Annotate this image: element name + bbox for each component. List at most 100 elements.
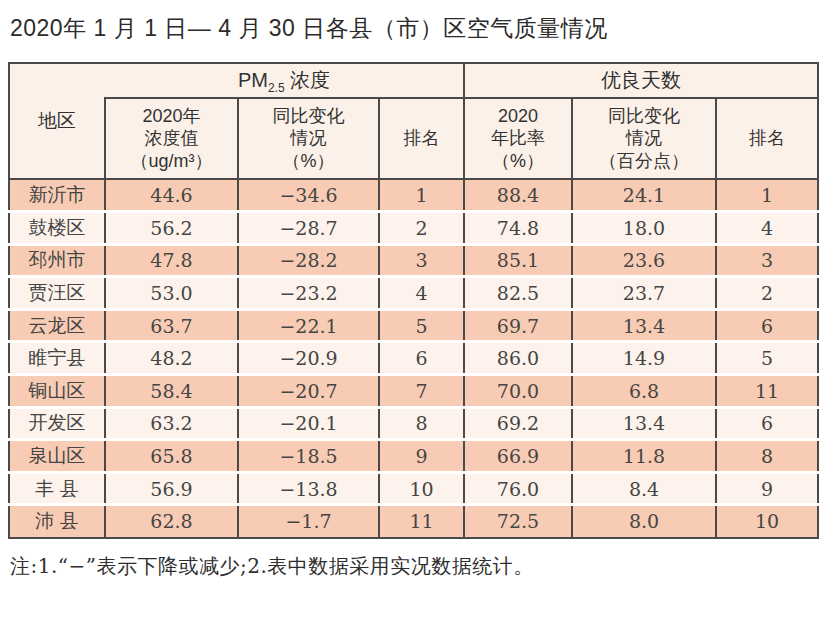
pm25-label-subscript: 2.5: [268, 81, 285, 95]
table-row: 鼓楼区56.2−28.7274.818.04: [9, 212, 818, 245]
region-cell: 铜山区: [9, 375, 105, 408]
footnote: 注:1.“−”表示下降或减少;2.表中数据采用实况数据统计。: [10, 553, 825, 580]
cell-pm-change: −18.5: [238, 440, 379, 473]
cell-days-rank: 5: [716, 342, 818, 375]
header-line: 排名: [717, 127, 817, 150]
page: 2020年 1 月 1 日— 4 月 30 日各县（市）区空气质量情况 地区 P…: [0, 0, 825, 620]
table-row: 邳州市47.8−28.2385.123.63: [9, 244, 818, 277]
header-line: （百分点）: [573, 150, 715, 173]
cell-days-change: 13.4: [572, 407, 716, 440]
cell-pm-rank: 10: [379, 472, 464, 505]
cell-days-rank: 10: [716, 505, 818, 538]
cell-pm-rank: 7: [379, 375, 464, 408]
cell-pm-value: 44.6: [105, 179, 238, 212]
group-header-good-days: 优良天数: [464, 63, 818, 98]
cell-days-rate: 74.8: [464, 212, 572, 245]
cell-pm-change: −13.8: [238, 472, 379, 505]
cell-pm-value: 63.2: [105, 407, 238, 440]
region-cell: 丰 县: [9, 472, 105, 505]
cell-days-change: 13.4: [572, 309, 716, 342]
table-body: 新沂市44.6−34.6188.424.11鼓楼区56.2−28.7274.81…: [9, 179, 818, 538]
table-row: 丰 县56.9−13.81076.08.49: [9, 472, 818, 505]
region-cell: 邳州市: [9, 244, 105, 277]
column-header-pm-value: 2020年 浓度值 （ug/m³）: [105, 98, 238, 179]
cell-pm-value: 56.9: [105, 472, 238, 505]
cell-pm-value: 63.7: [105, 309, 238, 342]
cell-pm-rank: 8: [379, 407, 464, 440]
cell-pm-rank: 9: [379, 440, 464, 473]
cell-days-change: 8.4: [572, 472, 716, 505]
table-row: 铜山区58.4−20.7770.06.811: [9, 375, 818, 408]
cell-pm-value: 48.2: [105, 342, 238, 375]
cell-days-change: 23.6: [572, 244, 716, 277]
cell-days-change: 14.9: [572, 342, 716, 375]
region-cell: 鼓楼区: [9, 212, 105, 245]
cell-days-rank: 8: [716, 440, 818, 473]
cell-pm-change: −20.9: [238, 342, 379, 375]
cell-pm-change: −1.7: [238, 505, 379, 538]
cell-days-change: 18.0: [572, 212, 716, 245]
header-line: 同比变化: [239, 105, 378, 128]
header-line: （%）: [465, 150, 571, 173]
cell-days-rank: 2: [716, 277, 818, 310]
cell-days-rate: 88.4: [464, 179, 572, 212]
cell-pm-change: −20.7: [238, 375, 379, 408]
table-row: 新沂市44.6−34.6188.424.11: [9, 179, 818, 212]
cell-pm-rank: 3: [379, 244, 464, 277]
column-header-pm-change: 同比变化 情况 （%）: [238, 98, 379, 179]
cell-days-rank: 1: [716, 179, 818, 212]
cell-days-change: 24.1: [572, 179, 716, 212]
cell-days-rank: 11: [716, 375, 818, 408]
header-line: 情况: [239, 127, 378, 150]
cell-pm-rank: 4: [379, 277, 464, 310]
header-line: 情况: [573, 127, 715, 150]
cell-pm-value: 58.4: [105, 375, 238, 408]
column-header-days-rank: 排名: [716, 98, 818, 179]
region-cell: 开发区: [9, 407, 105, 440]
column-header-days-change: 同比变化 情况 （百分点）: [572, 98, 716, 179]
header-line: 2020: [465, 105, 571, 128]
cell-days-rate: 76.0: [464, 472, 572, 505]
table-row: 睢宁县48.2−20.9686.014.95: [9, 342, 818, 375]
header-line: （%）: [239, 150, 378, 173]
cell-pm-rank: 11: [379, 505, 464, 538]
group-header-pm25: PM2.5 浓度: [105, 63, 464, 98]
cell-pm-value: 53.0: [105, 277, 238, 310]
cell-days-rank: 9: [716, 472, 818, 505]
cell-days-rank: 3: [716, 244, 818, 277]
cell-pm-change: −23.2: [238, 277, 379, 310]
cell-days-rank: 6: [716, 309, 818, 342]
cell-pm-rank: 5: [379, 309, 464, 342]
cell-pm-change: −28.7: [238, 212, 379, 245]
pm25-label-suffix: 浓度: [285, 69, 331, 91]
column-header-pm-rank: 排名: [379, 98, 464, 179]
cell-days-rate: 82.5: [464, 277, 572, 310]
region-cell: 贾汪区: [9, 277, 105, 310]
cell-days-rate: 69.2: [464, 407, 572, 440]
cell-days-rank: 4: [716, 212, 818, 245]
region-cell: 新沂市: [9, 179, 105, 212]
cell-days-change: 11.8: [572, 440, 716, 473]
cell-pm-rank: 1: [379, 179, 464, 212]
cell-days-rate: 66.9: [464, 440, 572, 473]
cell-pm-value: 62.8: [105, 505, 238, 538]
header-line: 排名: [380, 127, 463, 150]
cell-days-rate: 86.0: [464, 342, 572, 375]
header-line: （ug/m³）: [106, 150, 237, 173]
region-cell: 沛 县: [9, 505, 105, 538]
cell-days-change: 23.7: [572, 277, 716, 310]
header-line: 同比变化: [573, 105, 715, 128]
region-cell: 睢宁县: [9, 342, 105, 375]
page-title: 2020年 1 月 1 日— 4 月 30 日各县（市）区空气质量情况: [10, 12, 825, 44]
cell-pm-value: 47.8: [105, 244, 238, 277]
table-row: 贾汪区53.0−23.2482.523.72: [9, 277, 818, 310]
cell-days-rate: 70.0: [464, 375, 572, 408]
cell-pm-change: −34.6: [238, 179, 379, 212]
table-row: 泉山区65.8−18.5966.911.88: [9, 440, 818, 473]
cell-pm-rank: 2: [379, 212, 464, 245]
table-row: 云龙区63.7−22.1569.713.46: [9, 309, 818, 342]
cell-pm-change: −22.1: [238, 309, 379, 342]
column-header-region: 地区: [9, 63, 105, 179]
region-cell: 泉山区: [9, 440, 105, 473]
table-header: 地区 PM2.5 浓度 优良天数 2020年 浓度值 （ug/m³） 同比变化 …: [9, 63, 818, 179]
